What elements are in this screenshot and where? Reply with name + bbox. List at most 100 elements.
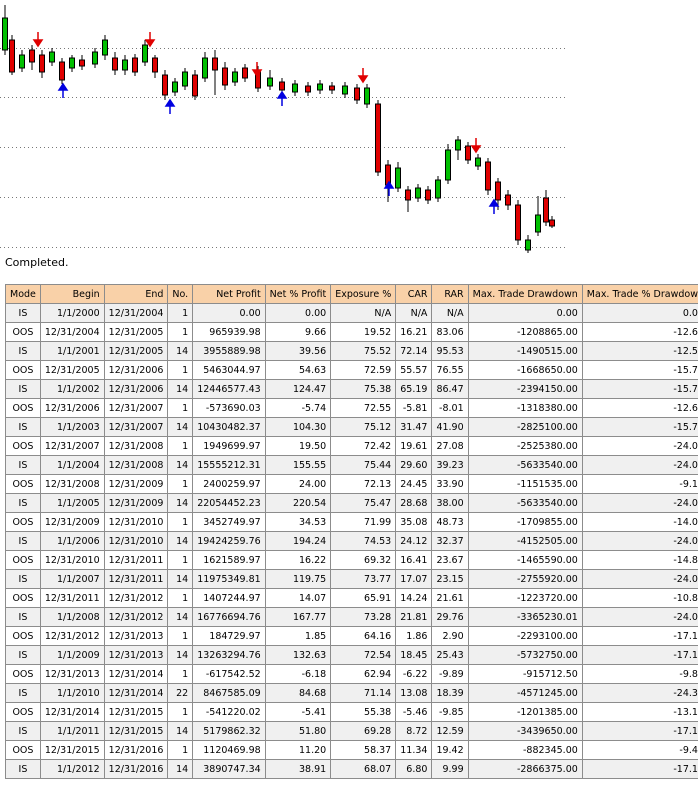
table-cell: 1949699.97 <box>192 436 266 456</box>
table-cell: 0.00 <box>192 303 266 323</box>
candle <box>354 84 360 104</box>
table-cell: 14 <box>167 721 194 741</box>
table-cell: IS <box>5 531 41 551</box>
candle <box>515 200 521 245</box>
table-cell: -17.19 <box>581 645 698 665</box>
buy-arrow <box>383 180 395 196</box>
candle <box>152 55 158 78</box>
table-cell: 62.94 <box>330 664 397 684</box>
table-cell: 73.28 <box>330 607 397 627</box>
table-cell: 23.15 <box>431 569 469 589</box>
table-row: IS 1/1/2007 12/31/2011 14 11975349.81 119.75 7… <box>5 569 698 589</box>
table-row: OOS 12/31/2012 12/31/2013 1 184729.97 1.85 64.… <box>5 626 698 646</box>
table-cell: 1/1/2008 <box>39 607 105 627</box>
candle <box>19 50 25 72</box>
table-cell: 1/1/2004 <box>39 455 105 475</box>
table-cell: 13263294.76 <box>192 645 266 665</box>
table-cell: 72.13 <box>330 474 397 494</box>
table-cell: 14 <box>167 531 194 551</box>
table-cell: -17.19 <box>581 721 698 741</box>
table-cell: 0.00 <box>264 303 332 323</box>
header-cell: Max. Trade Drawdown <box>467 284 583 304</box>
table-cell: 12/31/2015 <box>39 740 105 760</box>
candle <box>202 52 208 82</box>
table-cell: 16.22 <box>264 550 332 570</box>
table-cell: 84.68 <box>264 683 332 703</box>
table-cell: 119.75 <box>264 569 332 589</box>
header-row: Mode Begin End No. Net Profit Net % Profit Exp… <box>5 284 698 304</box>
table-cell: 1120469.98 <box>192 740 266 760</box>
table-cell: IS <box>5 493 41 513</box>
buy-arrow <box>276 90 288 106</box>
candle <box>39 50 45 78</box>
table-row: IS 1/1/2011 12/31/2015 14 5179862.32 51.80 69.… <box>5 721 698 741</box>
table-cell: 3955889.98 <box>192 341 266 361</box>
sell-arrow <box>357 68 369 84</box>
table-cell: 1 <box>167 474 194 494</box>
table-cell: 74.53 <box>330 531 397 551</box>
table-cell: IS <box>5 303 41 323</box>
table-cell: 69.32 <box>330 550 397 570</box>
table-cell: 0.00 <box>467 303 583 323</box>
header-cell: RAR <box>431 284 469 304</box>
table-row: OOS 12/31/2005 12/31/2006 1 5463044.97 54.63 7… <box>5 360 698 380</box>
candle <box>435 176 441 202</box>
table-cell: IS <box>5 759 41 779</box>
table-cell: 1 <box>167 702 194 722</box>
table-cell: 25.43 <box>431 645 469 665</box>
grid <box>0 48 568 248</box>
table-cell: -5633540.00 <box>467 493 583 513</box>
table-cell: 12/31/2009 <box>39 512 105 532</box>
table-cell: 167.77 <box>264 607 332 627</box>
table-cell: -15.72 <box>581 360 698 380</box>
table-cell: 14 <box>167 341 194 361</box>
table-row: IS 1/1/2002 12/31/2006 14 12446577.43 124.47 7… <box>5 379 698 399</box>
table-cell: -2525380.00 <box>467 436 583 456</box>
table-cell: 22 <box>167 683 194 703</box>
table-cell: 38.91 <box>264 759 332 779</box>
table-cell: IS <box>5 417 41 437</box>
table-cell: 72.59 <box>330 360 397 380</box>
sell-arrow <box>251 62 263 78</box>
candle <box>305 82 311 96</box>
table-cell: 1 <box>167 740 194 760</box>
table-cell: 12/31/2007 <box>39 436 105 456</box>
table-cell: 69.28 <box>330 721 397 741</box>
table-cell: 1/1/2009 <box>39 645 105 665</box>
table-cell: 19.42 <box>431 740 469 760</box>
table-row: OOS 12/31/2009 12/31/2010 1 3452749.97 34.53 7… <box>5 512 698 532</box>
table-cell: -14.89 <box>581 550 698 570</box>
table-cell: OOS <box>5 550 41 570</box>
table-cell: 5179862.32 <box>192 721 266 741</box>
table-cell: 64.16 <box>330 626 397 646</box>
table-cell: -9.89 <box>431 664 469 684</box>
table-cell: 12/31/2011 <box>103 569 169 589</box>
table-cell: -9.85 <box>431 702 469 722</box>
table-cell: 18.39 <box>431 683 469 703</box>
candle <box>172 78 178 96</box>
table-cell: 32.37 <box>431 531 469 551</box>
buy-arrow <box>57 82 69 98</box>
candle <box>445 144 451 184</box>
table-cell: 1/1/2001 <box>39 341 105 361</box>
table-cell: 29.76 <box>431 607 469 627</box>
candle <box>92 48 98 68</box>
table-cell: 12/31/2014 <box>39 702 105 722</box>
table-cell: 41.90 <box>431 417 469 437</box>
table-cell: -2825100.00 <box>467 417 583 437</box>
table-cell: 12/31/2005 <box>103 322 169 342</box>
table-cell: -9.41 <box>581 740 698 760</box>
buy-arrow <box>164 98 176 114</box>
table-cell: IS <box>5 683 41 703</box>
candle <box>242 64 248 82</box>
candle <box>232 68 238 86</box>
table-row: OOS 12/31/2006 12/31/2007 1 -573690.03 -5.74 7… <box>5 398 698 418</box>
candle <box>317 80 323 94</box>
table-cell: 6.80 <box>395 759 433 779</box>
table-row: IS 1/1/2004 12/31/2008 14 15555212.31 155.55 7… <box>5 455 698 475</box>
table-cell: -5732750.00 <box>467 645 583 665</box>
candle <box>112 52 118 75</box>
table-cell: IS <box>5 455 41 475</box>
candle <box>132 54 138 76</box>
